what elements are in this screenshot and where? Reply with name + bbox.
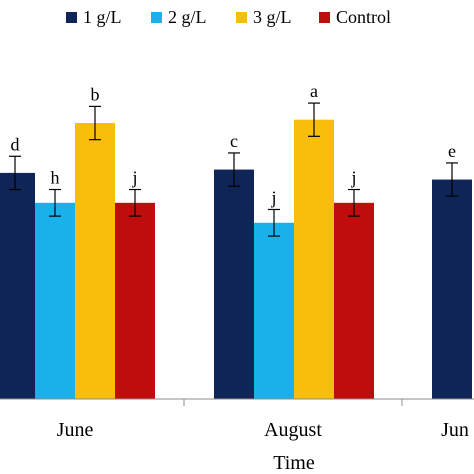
bar-1-june (0, 172, 35, 399)
bar-3-august (294, 119, 334, 399)
error-bar (129, 188, 141, 217)
bar-2-june (35, 202, 75, 399)
legend-item-1gl: 1 g/L (66, 6, 122, 28)
x-tick-label-june: June (57, 419, 94, 441)
x-axis-title: Time (273, 452, 315, 474)
error-bar (446, 162, 458, 197)
significance-label: b (91, 84, 100, 104)
bar-2-august (254, 222, 294, 399)
x-tick-label-august: August (264, 419, 322, 441)
legend-label-1gl: 1 g/L (83, 6, 122, 27)
significance-label: a (310, 81, 318, 101)
significance-label: d (11, 134, 20, 154)
significance-label: j (131, 168, 137, 188)
legend-label-control: Control (336, 6, 392, 27)
error-bar (228, 152, 240, 187)
significance-label: h (51, 168, 60, 188)
bars-layer: d h b j c j a j e (0, 81, 472, 400)
bar-3-june (75, 123, 115, 400)
legend-swatch-3gl (236, 11, 247, 23)
legend-swatch-control (319, 11, 330, 23)
error-bar (308, 102, 320, 137)
bar-4-june (115, 202, 155, 399)
x-axis-ticks (183, 399, 403, 406)
x-axis-tick-labels: June August Jun (57, 419, 469, 441)
legend-item-2gl: 2 g/L (151, 6, 207, 28)
legend-swatch-2gl (151, 11, 162, 23)
legend-label-2gl: 2 g/L (168, 6, 207, 27)
significance-label: j (270, 187, 276, 207)
legend-label-3gl: 3 g/L (253, 6, 292, 27)
bar-4-august (334, 202, 374, 399)
error-bar (348, 188, 360, 217)
bar-1-jun (432, 179, 472, 399)
legend-item-control: Control (319, 6, 391, 28)
legend-item-3gl: 3 g/L (236, 6, 292, 28)
chart-legend: 1 g/L 2 g/L 3 g/L Control (0, 0, 474, 34)
error-bar (9, 155, 21, 191)
bar-1-august (214, 169, 254, 399)
error-bar (89, 105, 101, 141)
significance-label: c (230, 131, 238, 151)
legend-swatch-1gl (66, 11, 77, 23)
significance-label: j (350, 168, 356, 188)
x-tick-label-jun: Jun (441, 419, 469, 441)
significance-label: e (448, 141, 456, 161)
error-bar (268, 208, 280, 237)
error-bar (49, 188, 61, 217)
